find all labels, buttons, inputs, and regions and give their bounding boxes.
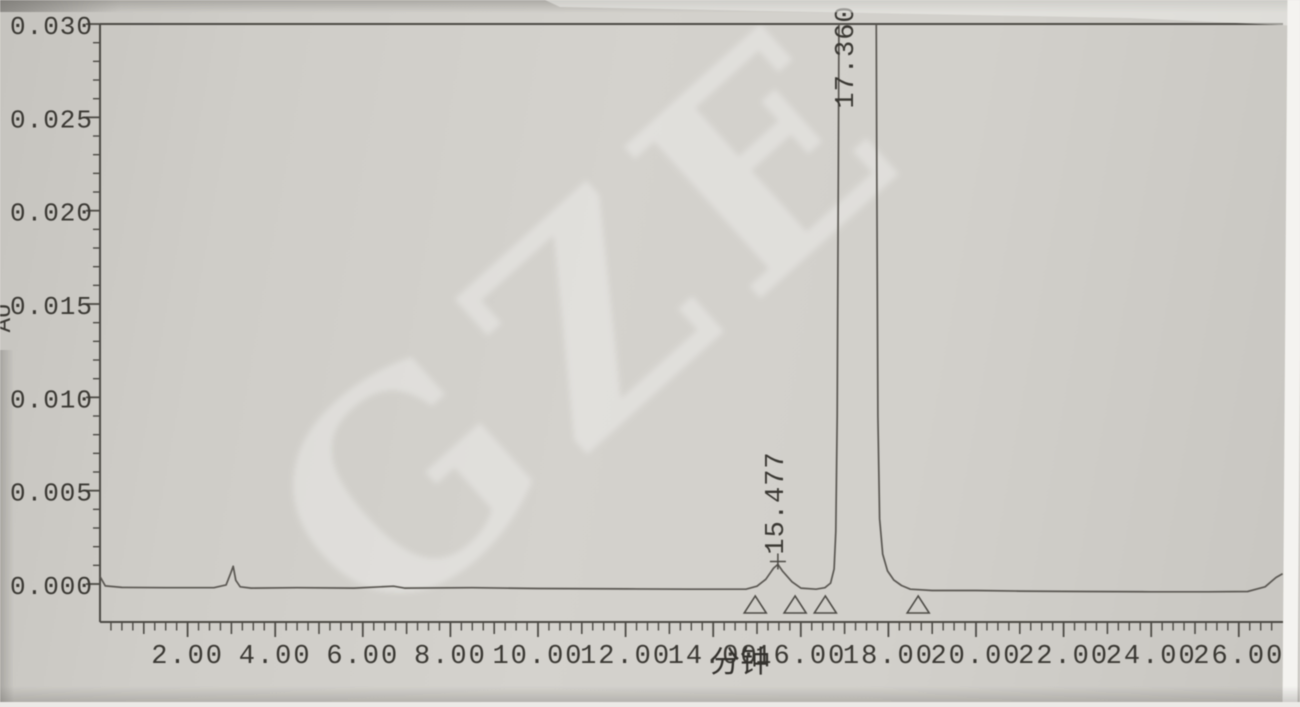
x-tick-label: 22.00 xyxy=(1018,642,1109,672)
peak-retention-label-1: 15.477 xyxy=(761,451,792,555)
x-tick-label: 8.00 xyxy=(414,642,487,672)
x-tick-label: 20.00 xyxy=(930,642,1021,672)
chromatogram-trace xyxy=(100,24,1283,593)
y-tick-label: 0.010 xyxy=(10,385,93,415)
y-tick-label: 0.025 xyxy=(10,105,93,135)
integration-markers xyxy=(742,553,931,614)
x-tick-label: 2.00 xyxy=(151,642,224,672)
x-axis-title: 分钟 xyxy=(710,645,770,680)
integration-marker-triangle xyxy=(742,594,768,614)
y-tick-label: 0.020 xyxy=(10,199,93,229)
x-axis-ticks: 2.00 4.00 6.00 8.00 10.0012.0014.0016.0018.0… xyxy=(110,623,1284,672)
y-tick-label: 0.000 xyxy=(10,572,93,602)
x-tick-label: 6.00 xyxy=(326,642,399,672)
x-tick-label: 10.00 xyxy=(492,642,583,672)
y-tick-label: 0.005 xyxy=(10,479,93,509)
axes-frame xyxy=(99,23,1283,623)
y-axis-ticks: 0.000 0.005 0.010 0.015 0.020 0.025 0.030 xyxy=(10,12,100,602)
y-tick-label: 0.015 xyxy=(10,292,93,322)
integration-marker-triangle xyxy=(905,594,931,614)
x-tick-label: 18.00 xyxy=(843,642,934,672)
x-tick-label: 26.00 xyxy=(1193,642,1284,672)
y-axis-title: AU xyxy=(0,303,18,333)
x-tick-label: 24.00 xyxy=(1106,642,1197,672)
integration-marker-triangle xyxy=(782,594,808,614)
integration-marker-triangle xyxy=(812,594,838,614)
y-tick-label: 0.030 xyxy=(10,12,93,42)
x-tick-label: 14.00 xyxy=(668,642,759,672)
trace-line xyxy=(100,24,1283,593)
x-tick-label: 16.00 xyxy=(755,642,846,672)
peak-retention-label-2: 17.360 xyxy=(832,5,863,109)
x-tick-label: 4.00 xyxy=(239,642,312,672)
x-tick-label: 12.00 xyxy=(580,642,671,672)
